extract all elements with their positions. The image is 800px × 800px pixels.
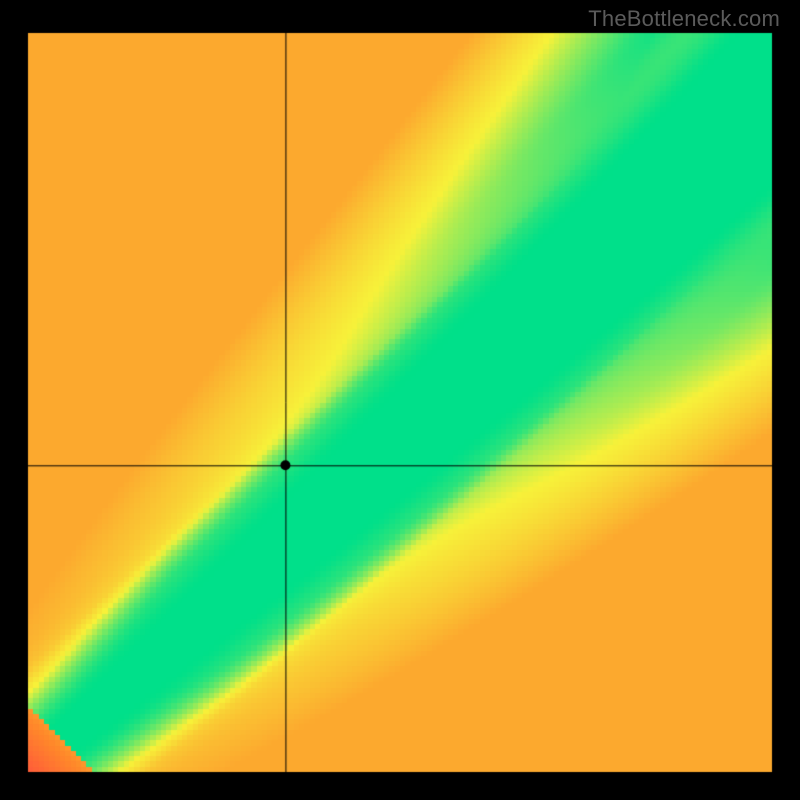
bottleneck-heatmap — [0, 0, 800, 800]
chart-container: TheBottleneck.com — [0, 0, 800, 800]
watermark-text: TheBottleneck.com — [588, 6, 780, 32]
